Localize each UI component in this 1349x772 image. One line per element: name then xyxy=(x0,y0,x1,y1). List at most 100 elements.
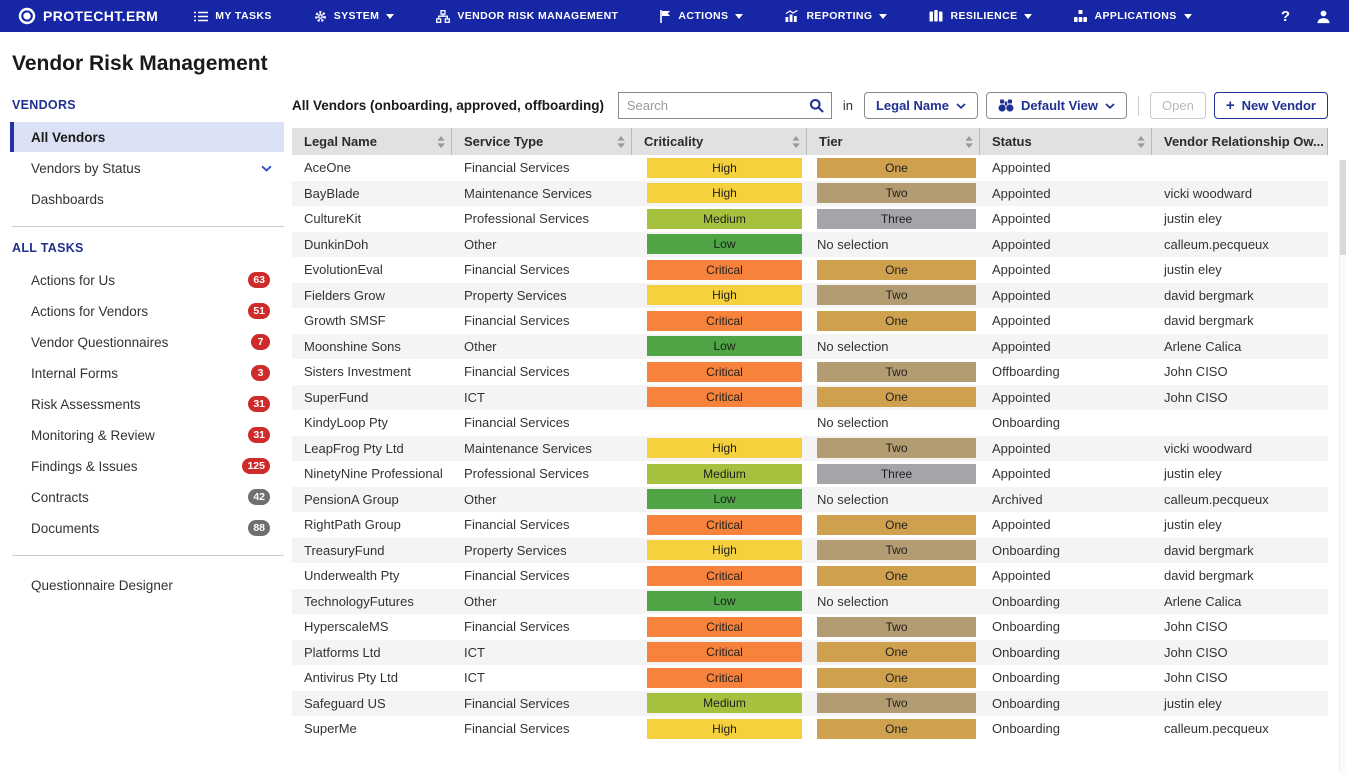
nav-item-label: RESILIENCE xyxy=(950,10,1017,22)
sidebar-item-all-vendors[interactable]: All Vendors xyxy=(10,122,284,152)
view-selector-dropdown[interactable]: Default View xyxy=(986,92,1127,119)
open-button[interactable]: Open xyxy=(1150,92,1206,119)
sidebar-item-vendors-by-status[interactable]: Vendors by Status xyxy=(10,153,284,183)
column-header-criticality[interactable]: Criticality xyxy=(632,128,807,155)
vertical-scrollbar[interactable] xyxy=(1339,160,1346,772)
sort-icon[interactable] xyxy=(617,136,625,148)
legal-name-cell: KindyLoop Pty xyxy=(292,415,452,430)
criticality-cell: Critical xyxy=(632,668,807,688)
nav-item-reporting[interactable]: REPORTING xyxy=(785,10,887,22)
criticality-pill: Critical xyxy=(647,566,802,586)
legal-name-cell: SuperFund xyxy=(292,390,452,405)
search-field-dropdown[interactable]: Legal Name xyxy=(864,92,978,119)
column-header-status[interactable]: Status xyxy=(980,128,1152,155)
tier-cell: No selection xyxy=(807,237,980,252)
column-header-service-type[interactable]: Service Type xyxy=(452,128,632,155)
criticality-cell: High xyxy=(632,719,807,739)
nav-item-applications[interactable]: APPLICATIONS xyxy=(1074,10,1191,22)
nav-item-my-tasks[interactable]: MY TASKS xyxy=(194,10,271,22)
top-nav-bar: PROTECHT.ERM MY TASKS SYSTEM VENDOR RISK M… xyxy=(0,0,1349,32)
service-type-cell: Maintenance Services xyxy=(452,186,632,201)
column-header-tier[interactable]: Tier xyxy=(807,128,980,155)
criticality-cell: High xyxy=(632,183,807,203)
nav-item-resilience[interactable]: RESILIENCE xyxy=(929,10,1032,22)
owner-cell: John CISO xyxy=(1152,619,1328,634)
tier-cell: No selection xyxy=(807,339,980,354)
flag-icon xyxy=(660,10,671,23)
tier-cell: Three xyxy=(807,464,980,484)
tier-pill: Two xyxy=(817,362,976,382)
sort-icon[interactable] xyxy=(1137,136,1145,148)
sidebar-item-dashboards[interactable]: Dashboards xyxy=(10,184,284,214)
service-type-cell: Financial Services xyxy=(452,619,632,634)
criticality-pill: High xyxy=(647,438,802,458)
count-badge: 31 xyxy=(248,427,270,443)
new-vendor-button[interactable]: + New Vendor xyxy=(1214,92,1328,119)
column-header-vendor-relationship-ow[interactable]: Vendor Relationship Ow... xyxy=(1152,128,1328,155)
search-icon[interactable] xyxy=(809,98,824,118)
tier-pill: Two xyxy=(817,617,976,637)
chevron-down-icon xyxy=(1105,103,1115,109)
user-icon[interactable] xyxy=(1316,9,1331,24)
legal-name-cell: CultureKit xyxy=(292,211,452,226)
legal-name-cell: TreasuryFund xyxy=(292,543,452,558)
search-input[interactable] xyxy=(618,92,832,119)
sort-icon[interactable] xyxy=(437,136,445,148)
owner-cell: John CISO xyxy=(1152,364,1328,379)
nav-item-vendor-risk-management[interactable]: VENDOR RISK MANAGEMENT xyxy=(436,10,618,23)
nav-item-actions[interactable]: ACTIONS xyxy=(660,10,743,23)
column-header-label: Vendor Relationship Ow... xyxy=(1164,134,1324,149)
scrollbar-thumb[interactable] xyxy=(1340,160,1346,255)
count-badge: 125 xyxy=(242,458,270,474)
sort-icon[interactable] xyxy=(965,136,973,148)
status-cell: Onboarding xyxy=(980,619,1152,634)
nav-item-system[interactable]: SYSTEM xyxy=(314,10,395,23)
tier-pill: One xyxy=(817,642,976,662)
legal-name-cell: Moonshine Sons xyxy=(292,339,452,354)
sidebar-item-questionnaire-designer[interactable]: Questionnaire Designer xyxy=(10,570,284,600)
tier-pill: Three xyxy=(817,209,976,229)
sidebar-item-label: Vendor Questionnaires xyxy=(31,335,251,350)
sort-icon[interactable] xyxy=(792,136,800,148)
owner-cell: John CISO xyxy=(1152,390,1328,405)
brand-logo[interactable]: PROTECHT.ERM xyxy=(18,7,158,25)
column-header-legal-name[interactable]: Legal Name xyxy=(292,128,452,155)
legal-name-cell: AceOne xyxy=(292,160,452,175)
service-type-cell: Other xyxy=(452,594,632,609)
criticality-pill: Critical xyxy=(647,387,802,407)
help-icon[interactable]: ? xyxy=(1281,8,1290,25)
criticality-pill: Critical xyxy=(647,362,802,382)
